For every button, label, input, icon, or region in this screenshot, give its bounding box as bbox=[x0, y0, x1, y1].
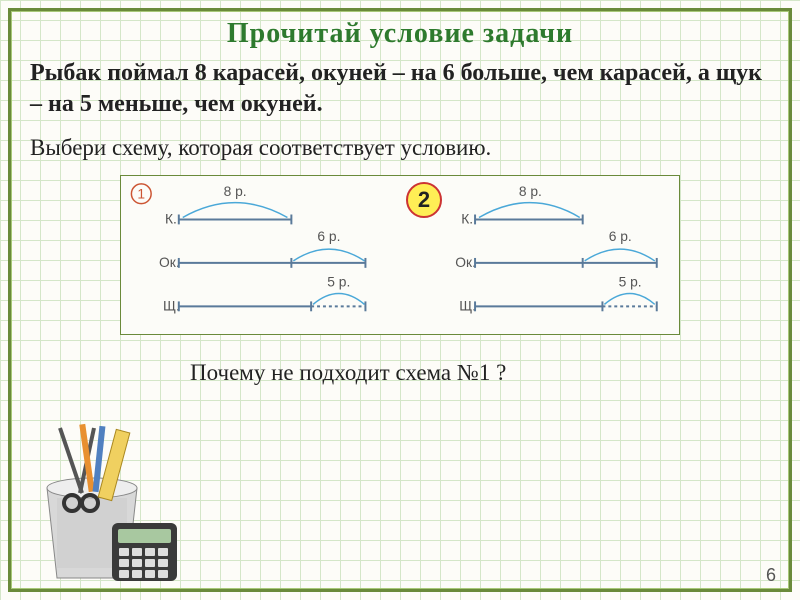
svg-text:1: 1 bbox=[137, 186, 145, 202]
diagram-container: 1 К. 8 р. Ок. 6 р. Щ. 5 р. bbox=[120, 175, 680, 335]
page-number: 6 bbox=[766, 565, 776, 586]
svg-text:8 р.: 8 р. bbox=[519, 183, 542, 199]
question: Почему не подходит схема №1 ? bbox=[190, 359, 770, 386]
svg-text:5 р.: 5 р. bbox=[327, 274, 350, 290]
svg-text:К.: К. bbox=[461, 211, 473, 227]
instruction: Выбери схему, которая соответствует усло… bbox=[30, 134, 770, 161]
question-text: Почему не подходит схема №1 ? bbox=[190, 360, 506, 385]
svg-text:6 р.: 6 р. bbox=[317, 229, 340, 245]
svg-text:Щ.: Щ. bbox=[459, 298, 476, 314]
svg-text:8 р.: 8 р. bbox=[224, 183, 247, 199]
svg-text:Ок.: Ок. bbox=[159, 254, 180, 270]
page-title: Прочитай условие задачи bbox=[30, 18, 770, 50]
svg-text:6 р.: 6 р. bbox=[609, 229, 632, 245]
svg-text:К.: К. bbox=[165, 211, 177, 227]
instruction-text: Выбери схему, которая соответствует усло… bbox=[30, 135, 491, 160]
stationery-icon bbox=[12, 418, 192, 588]
svg-text:5 р.: 5 р. bbox=[619, 274, 642, 290]
svg-text:Щ.: Щ. bbox=[163, 298, 180, 314]
problem-text: Рыбак поймал 8 карасей, окуней – на 6 бо… bbox=[30, 58, 770, 120]
schemes-svg: 1 К. 8 р. Ок. 6 р. Щ. 5 р. bbox=[121, 176, 679, 334]
svg-text:Ок.: Ок. bbox=[455, 254, 476, 270]
